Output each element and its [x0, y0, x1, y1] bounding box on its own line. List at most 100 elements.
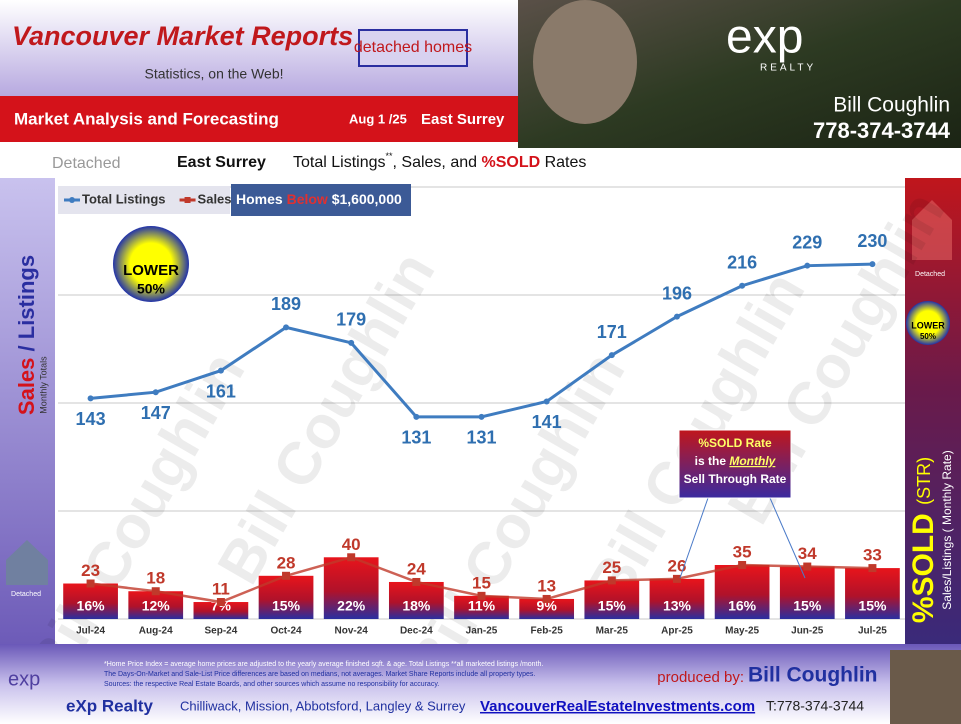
bar [845, 568, 900, 619]
line-value-label: 161 [206, 381, 236, 401]
x-tick-label: Jul-24 [76, 626, 105, 637]
sold-rate-label: 15% [858, 598, 887, 614]
sold-rate-label: 15% [272, 598, 301, 614]
sold-rate-label: 18% [402, 598, 431, 614]
line-marker [739, 282, 746, 289]
bar-value-label: 33 [863, 546, 882, 565]
x-tick-label: Mar-25 [596, 626, 629, 637]
sales-marker [477, 591, 486, 600]
segment-badge-text: 50% [920, 332, 936, 341]
footer-note: Sources: the respective Real Estate Boar… [104, 681, 439, 688]
line-value-label: 189 [271, 294, 301, 314]
footer-agent: Bill Coughlin [748, 664, 877, 687]
filter-part: $1,600,000 [328, 191, 402, 207]
bar-value-label: 28 [277, 553, 296, 572]
callout-text: %SOLD Rate [698, 436, 772, 450]
heading-part: ** [386, 151, 394, 161]
bar-value-label: 15 [472, 573, 491, 592]
segment-badge-text: LOWER [911, 320, 945, 330]
line-value-label: 131 [401, 428, 431, 448]
footer-bg [0, 644, 961, 724]
sales-marker [738, 561, 747, 569]
sold-rate-label: 11% [468, 598, 496, 614]
house-icon [912, 200, 952, 260]
x-tick-label: Oct-24 [270, 626, 302, 637]
banner-bg [0, 96, 518, 142]
line-marker [87, 395, 94, 402]
line-marker [217, 367, 224, 374]
heading-part: , Sales, and [393, 154, 482, 171]
line-marker [152, 389, 159, 396]
line-value-label: 229 [792, 232, 822, 252]
line-marker [608, 352, 615, 359]
segment-badge-text: LOWER [123, 262, 179, 279]
footer-note: The Days-On-Market and Sale-List Price d… [104, 671, 535, 678]
legend-bg [58, 186, 230, 214]
line-value-label: 131 [466, 428, 496, 448]
sales-marker [216, 598, 225, 607]
banner-area: East Surrey [421, 111, 505, 128]
line-value-label: 179 [336, 310, 366, 330]
callout-part: Monthly [729, 454, 776, 468]
sold-rate-label: 12% [142, 598, 171, 614]
legend-marker [184, 197, 191, 203]
header-badge: detached homes [354, 39, 472, 56]
header-tagline: Statistics, on the Web! [144, 66, 283, 82]
sold-rate-label: 13% [663, 598, 692, 614]
line-marker [413, 413, 420, 420]
bar-value-label: 13 [537, 576, 556, 595]
sold-rate-label: 16% [77, 598, 106, 614]
callout-box [678, 429, 792, 499]
footer-company: eXp Realty [66, 696, 153, 715]
legend-label: Total Listings [82, 191, 166, 206]
bar-value-label: 26 [668, 556, 687, 575]
footer-website[interactable]: VancouverRealEstateInvestments.com [480, 698, 755, 715]
bar [128, 591, 184, 619]
legend-marker [69, 197, 75, 203]
x-tick-label: Apr-25 [661, 626, 693, 637]
filter-part: Below [287, 191, 328, 207]
header-title: Vancouver Market Reports [12, 21, 353, 51]
callout-pointer [679, 497, 709, 579]
sales-marker [151, 587, 160, 596]
badge-box [358, 29, 468, 67]
bar-value-label: 11 [212, 580, 230, 599]
right-label: %SOLD (STR) [907, 457, 940, 623]
footer-note: *Home Price Index = average home prices … [104, 661, 543, 668]
x-tick-label: Nov-24 [335, 626, 369, 637]
bar [454, 595, 509, 619]
bar-value-label: 24 [407, 559, 426, 578]
footer-regions: Chilliwack, Mission, Abbotsford, Langley… [180, 698, 466, 713]
line-marker [543, 398, 550, 405]
bar-value-label: 18 [146, 569, 165, 588]
y-label-part: / Listings [14, 255, 39, 352]
line-value-label: 196 [662, 283, 692, 303]
x-tick-label: May-25 [725, 626, 759, 637]
bar [388, 581, 444, 619]
produced-by: produced by: [657, 669, 744, 686]
bar-value-label: 35 [733, 542, 752, 561]
area-label: East Surrey [177, 154, 266, 171]
filter-label: Homes Below $1,600,000 [236, 191, 402, 207]
heading-part: Total Listings [293, 154, 386, 171]
bar [649, 578, 705, 619]
legend: Total Listings Sales [64, 191, 232, 206]
line-value-label: 171 [597, 322, 627, 342]
line-value-label: 141 [532, 412, 562, 432]
chart-heading: Total Listings**, Sales, and %SOLD Rates [293, 151, 586, 171]
line-value-label: 147 [141, 403, 171, 423]
footer-logo: exp [8, 668, 40, 690]
right-label-part: %SOLD [907, 513, 940, 623]
sales-marker [672, 574, 681, 583]
segment-badge-text: 50% [137, 281, 166, 297]
line-marker [348, 339, 355, 346]
line-marker [478, 413, 485, 420]
sales-marker [607, 576, 616, 585]
type-label: Detached [52, 155, 121, 172]
line-value-label: 143 [76, 409, 106, 429]
line-marker [673, 313, 680, 320]
footer-portrait [890, 650, 961, 724]
subheader-bg [0, 148, 961, 178]
